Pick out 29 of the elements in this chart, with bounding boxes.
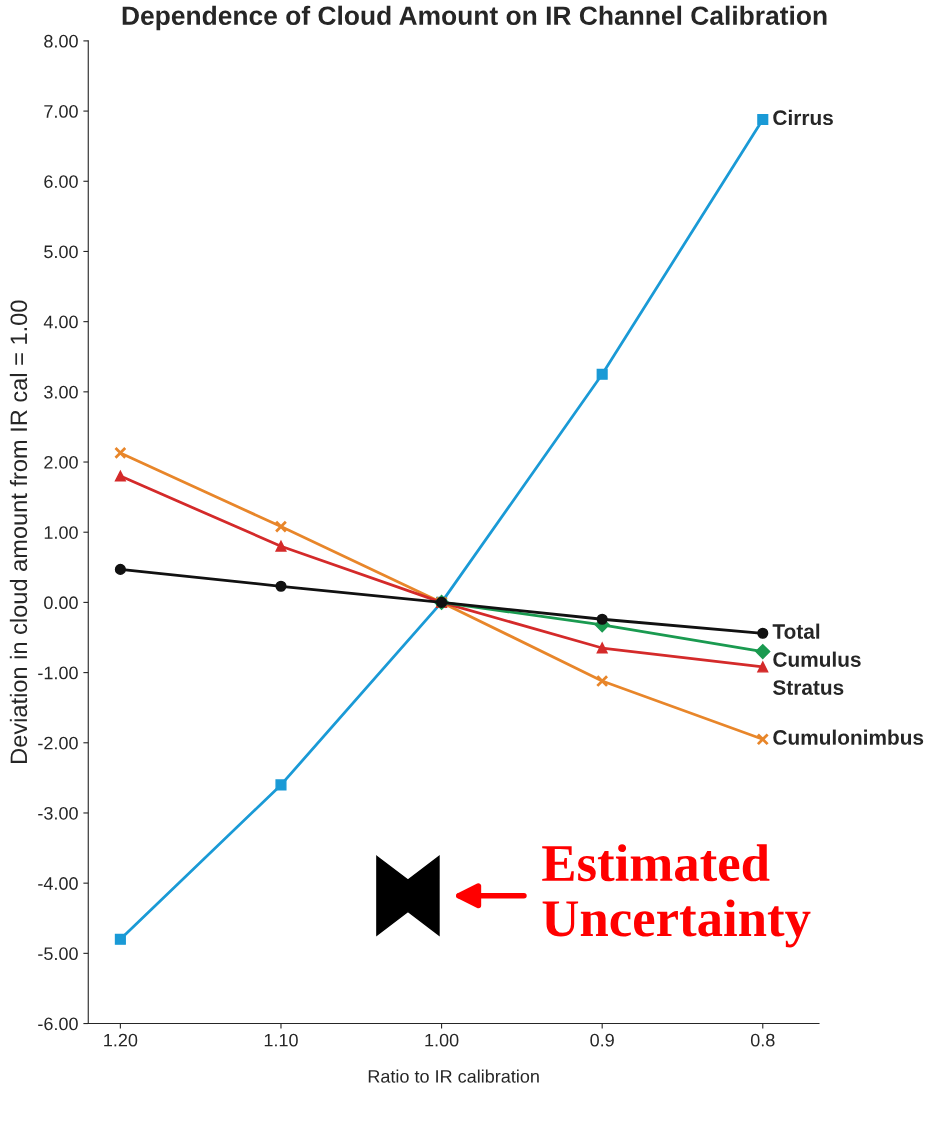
y-tick-label: -2.00 (38, 736, 78, 750)
x-tick-label: 1.00 (425, 1033, 459, 1047)
y-tick-label: -3.00 (38, 806, 78, 820)
chart-title: Dependence of Cloud Amount on IR Channel Calibration (122, 5, 827, 31)
y-axis-title: Deviation in cloud amount from IR cal = 1.00 (9, 300, 28, 763)
series-label: Cumulus (773, 651, 861, 667)
y-tick-label: 1.00 (44, 526, 78, 539)
x-tick-label: 1.20 (104, 1033, 138, 1047)
y-tick-label: -1.00 (38, 666, 78, 680)
y-tick-label: 4.00 (43, 315, 78, 329)
series-label: Cumulonimbus (773, 729, 924, 745)
y-tick-label: 7.00 (44, 105, 78, 118)
x-axis-title: Ratio to IR calibration (368, 1069, 539, 1083)
y-tick-label: -4.00 (38, 877, 78, 890)
y-tick-label: -6.00 (38, 1017, 78, 1031)
y-tick-label: 2.00 (44, 455, 78, 469)
x-tick-label: 1.10 (264, 1033, 298, 1047)
series-label: Stratus (773, 680, 844, 695)
y-tick-label: 5.00 (44, 245, 78, 259)
y-tick-label: 6.00 (44, 175, 78, 188)
y-tick-label: 8.00 (44, 34, 78, 48)
y-tick-label: 0.00 (44, 596, 78, 610)
annotation: Estimated Uncertainty (542, 844, 811, 948)
series-label: Cirrus (773, 109, 833, 126)
y-tick-label: 3.00 (44, 385, 78, 399)
x-tick-label: 0.8 (750, 1033, 775, 1047)
x-tick-label: 0.9 (590, 1033, 614, 1047)
series-label: Total (772, 623, 820, 639)
y-tick-label: -5.00 (38, 947, 78, 961)
